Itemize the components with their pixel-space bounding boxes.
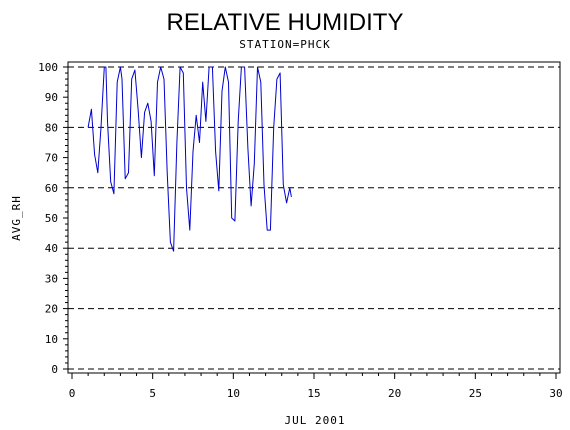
y-tick-label: 20 [45,303,58,316]
y-axis-label: AVG_RH [10,195,23,241]
x-axis-label: JUL 2001 [285,414,346,427]
series-line [87,66,292,252]
x-tick-label: 20 [388,387,401,400]
series-group [87,66,292,252]
grid [68,66,560,370]
y-tick-label: 50 [45,212,58,225]
y-tick-label: 80 [45,121,58,134]
plot-frame [67,61,561,374]
y-tick-label: 100 [38,61,58,74]
y-axis-ticks: 0 10 20 30 40 50 60 70 80 90 100 [38,61,68,376]
y-tick-label: 0 [51,363,58,376]
x-tick-label: 5 [149,387,156,400]
chart-subtitle: STATION=PHCK [239,38,330,51]
y-tick-label: 90 [45,91,58,104]
y-tick-label: 60 [45,182,58,195]
x-tick-label: 25 [469,387,482,400]
y-tick-label: 70 [45,152,58,165]
x-tick-label: 10 [227,387,240,400]
x-tick-label: 0 [69,387,76,400]
x-axis-ticks: 0 5 10 15 20 25 30 [69,373,563,400]
chart-title: RELATIVE HUMIDITY [167,9,404,36]
x-tick-label: 30 [549,387,562,400]
y-tick-label: 10 [45,333,58,346]
y-tick-label: 40 [45,242,58,255]
y-tick-label: 30 [45,272,58,285]
x-tick-label: 15 [307,387,320,400]
